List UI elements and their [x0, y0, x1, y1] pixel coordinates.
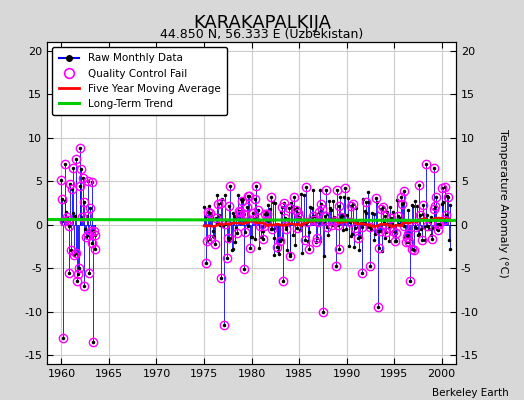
Y-axis label: Temperature Anomaly (°C): Temperature Anomaly (°C) — [498, 129, 508, 277]
Text: Berkeley Earth: Berkeley Earth — [432, 388, 508, 398]
Text: KARAKAPALKIJA: KARAKAPALKIJA — [193, 14, 331, 32]
Legend: Raw Monthly Data, Quality Control Fail, Five Year Moving Average, Long-Term Tren: Raw Monthly Data, Quality Control Fail, … — [52, 47, 227, 115]
Text: 44.850 N, 56.333 E (Uzbekistan): 44.850 N, 56.333 E (Uzbekistan) — [160, 28, 364, 41]
